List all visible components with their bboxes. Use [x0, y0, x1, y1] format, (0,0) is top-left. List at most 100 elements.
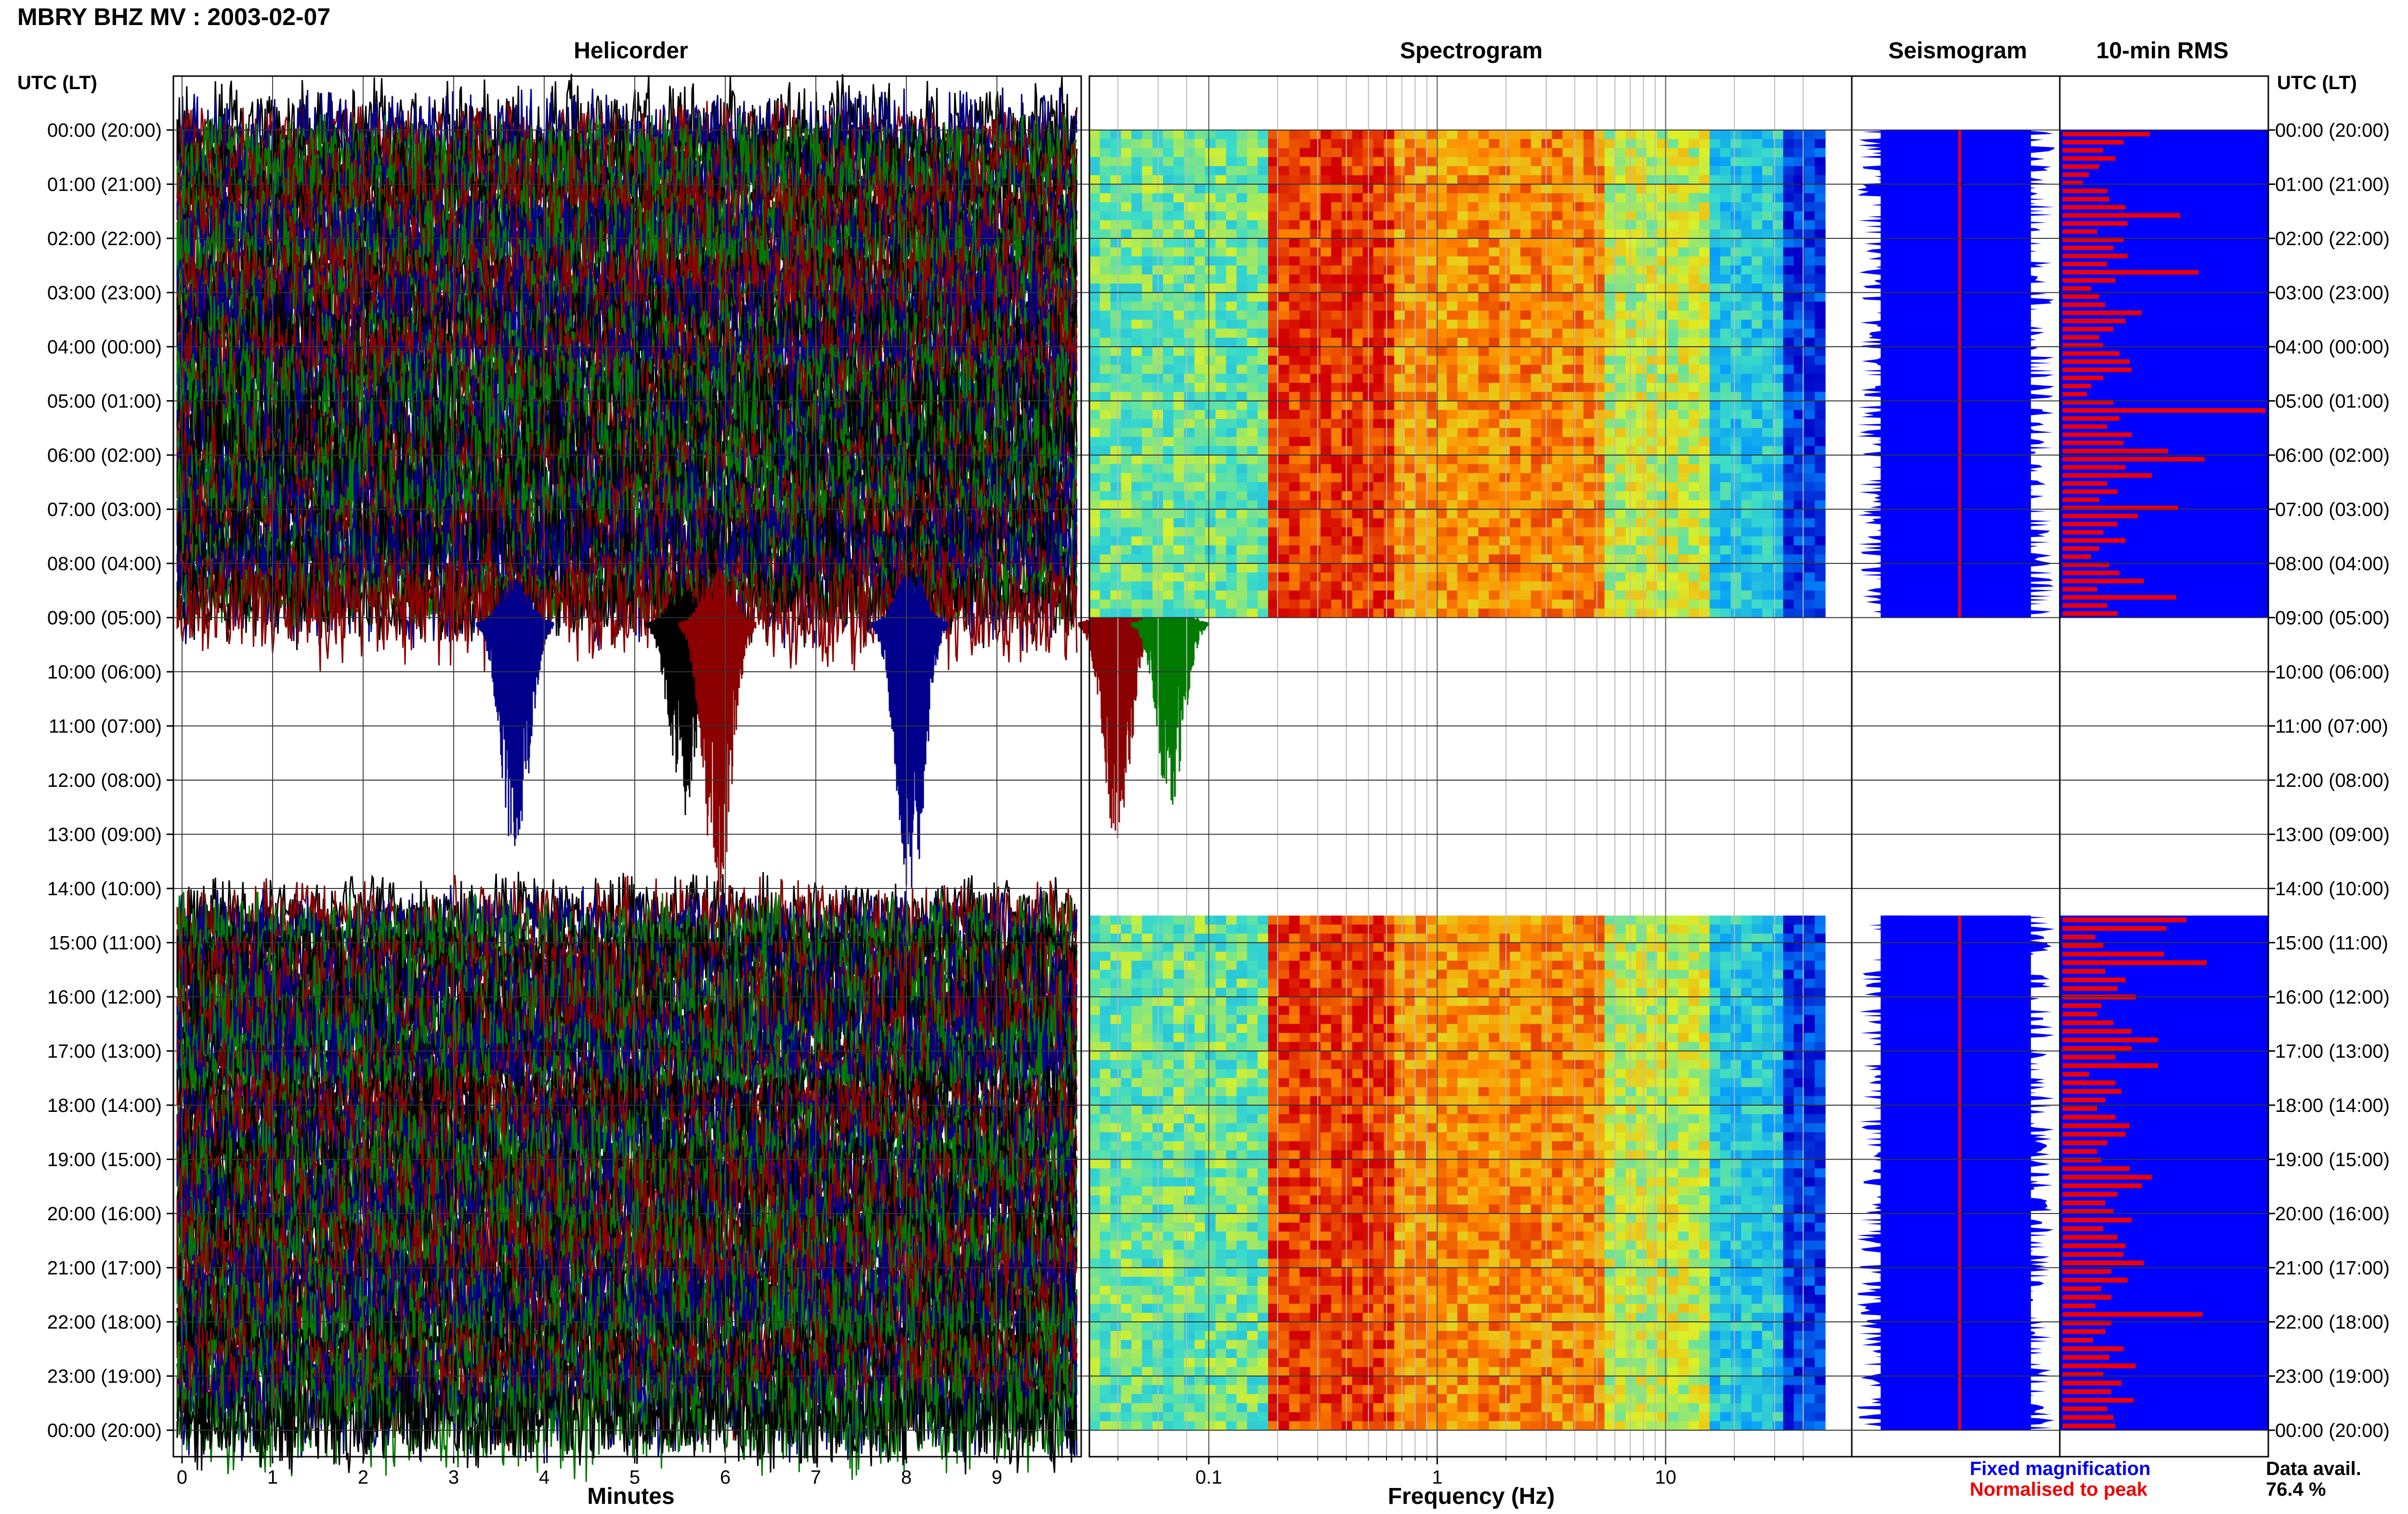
spectrogram-cell [1542, 301, 1552, 311]
spectrogram-cell [1542, 338, 1552, 347]
spectrogram-cell [1731, 1015, 1741, 1024]
spectrogram-cell [1562, 527, 1573, 536]
spectrogram-cell [1205, 392, 1216, 401]
spectrogram-cell [1531, 293, 1542, 302]
spectrogram-cell [1447, 491, 1457, 500]
spectrogram-cell [1678, 148, 1688, 157]
spectrogram-cell [1111, 455, 1121, 464]
spectrogram-cell [1331, 1024, 1342, 1033]
spectrogram-cell [1605, 157, 1615, 166]
spectrogram-cell [1237, 464, 1247, 473]
spectrogram-cell [1121, 329, 1132, 338]
spectrogram-cell [1625, 446, 1636, 455]
spectrogram-cell [1342, 446, 1352, 455]
spectrogram-cell [1310, 311, 1321, 320]
spectrogram-cell [1668, 573, 1678, 582]
spectrogram-cell [1520, 221, 1531, 230]
spectrogram-cell [1373, 554, 1384, 563]
spectrogram-cell [1584, 193, 1594, 202]
spectrogram-cell [1762, 1033, 1773, 1042]
spectrogram-cell [1321, 130, 1331, 139]
spectrogram-cell [1468, 518, 1479, 527]
spectrogram-cell [1804, 573, 1815, 582]
spectrogram-cell [1636, 374, 1647, 383]
spectrogram-cell [1657, 347, 1668, 356]
spectrogram-cell [1479, 329, 1489, 338]
spectrogram-cell [1384, 238, 1394, 248]
spectrogram-cell [1100, 1024, 1111, 1033]
spectrogram-cell [1289, 952, 1300, 961]
spectrogram-cell [1100, 148, 1111, 157]
spectrogram-cell [1510, 301, 1520, 311]
spectrogram-cell [1542, 1033, 1552, 1042]
spectrogram-cell [1331, 211, 1342, 221]
spectrogram-cell [1710, 500, 1720, 509]
spectrogram-cell [1111, 536, 1121, 546]
spectrogram-cell [1647, 554, 1657, 563]
spectrogram-cell [1562, 211, 1573, 221]
spectrogram-cell [1194, 265, 1205, 274]
spectrogram-cell [1121, 338, 1132, 347]
spectrogram-cell [1615, 311, 1625, 320]
spectrogram-cell [1688, 401, 1699, 410]
spectrogram-cell [1300, 600, 1310, 609]
spectrogram-cell [1636, 392, 1647, 401]
spectrogram-cell [1520, 1015, 1531, 1024]
spectrogram-cell [1699, 166, 1710, 175]
spectrogram-cell [1562, 410, 1573, 419]
spectrogram-cell [1625, 184, 1636, 194]
spectrogram-cell [1405, 1006, 1415, 1015]
spectrogram-cell [1342, 274, 1352, 284]
spectrogram-cell [1289, 1015, 1300, 1024]
spectrogram-cell [1111, 1024, 1121, 1033]
spectrogram-cell [1699, 301, 1710, 311]
spectrogram-cell [1731, 934, 1741, 943]
spectrogram-cell [1384, 934, 1394, 943]
spectrogram-cell [1720, 573, 1731, 582]
spectrogram-cell [1194, 500, 1205, 509]
spectrogram-cell [1216, 455, 1226, 464]
spectrogram-cell [1657, 139, 1668, 148]
spectrogram-cell [1426, 157, 1437, 166]
spectrogram-cell [1131, 265, 1142, 274]
spectrogram-cell [1815, 915, 1825, 925]
spectrogram-cell [1499, 257, 1510, 266]
spectrogram-cell [1562, 301, 1573, 311]
spectrogram-cell [1405, 311, 1415, 320]
spectrogram-cell [1342, 437, 1352, 446]
spectrogram-cell [1625, 970, 1636, 979]
spectrogram-cell [1457, 284, 1468, 293]
spectrogram-cell [1331, 1006, 1342, 1015]
spectrogram-cell [1783, 600, 1794, 609]
spectrogram-cell [1584, 428, 1594, 437]
spectrogram-cell [1678, 979, 1688, 988]
spectrogram-cell [1562, 609, 1573, 618]
spectrogram-cell [1352, 365, 1363, 374]
spectrogram-cell [1373, 284, 1384, 293]
spectrogram-cell [1089, 311, 1100, 320]
spectrogram-cell [1089, 238, 1100, 248]
spectrogram-cell [1352, 527, 1363, 536]
spectrogram-cell [1163, 311, 1174, 320]
spectrogram-cell [1605, 221, 1615, 230]
spectrogram-cell [1678, 166, 1688, 175]
spectrogram-cell [1699, 374, 1710, 383]
spectrogram-cell [1699, 979, 1710, 988]
spectrogram-cell [1741, 284, 1752, 293]
spectrogram-cell [1226, 238, 1237, 248]
spectrogram-cell [1815, 988, 1825, 997]
spectrogram-cell [1352, 419, 1363, 428]
spectrogram-cell [1520, 1024, 1531, 1033]
spectrogram-cell [1163, 600, 1174, 609]
spectrogram-cell [1279, 274, 1289, 284]
spectrogram-cell [1720, 536, 1731, 546]
spectrogram-cell [1710, 293, 1720, 302]
spectrogram-cell [1636, 952, 1647, 961]
spectrogram-cell [1510, 915, 1520, 925]
spectrogram-cell [1384, 464, 1394, 473]
spectrogram-cell [1542, 1006, 1552, 1015]
spectrogram-cell [1194, 563, 1205, 573]
spectrogram-cell [1415, 518, 1426, 527]
spectrogram-cell [1762, 600, 1773, 609]
